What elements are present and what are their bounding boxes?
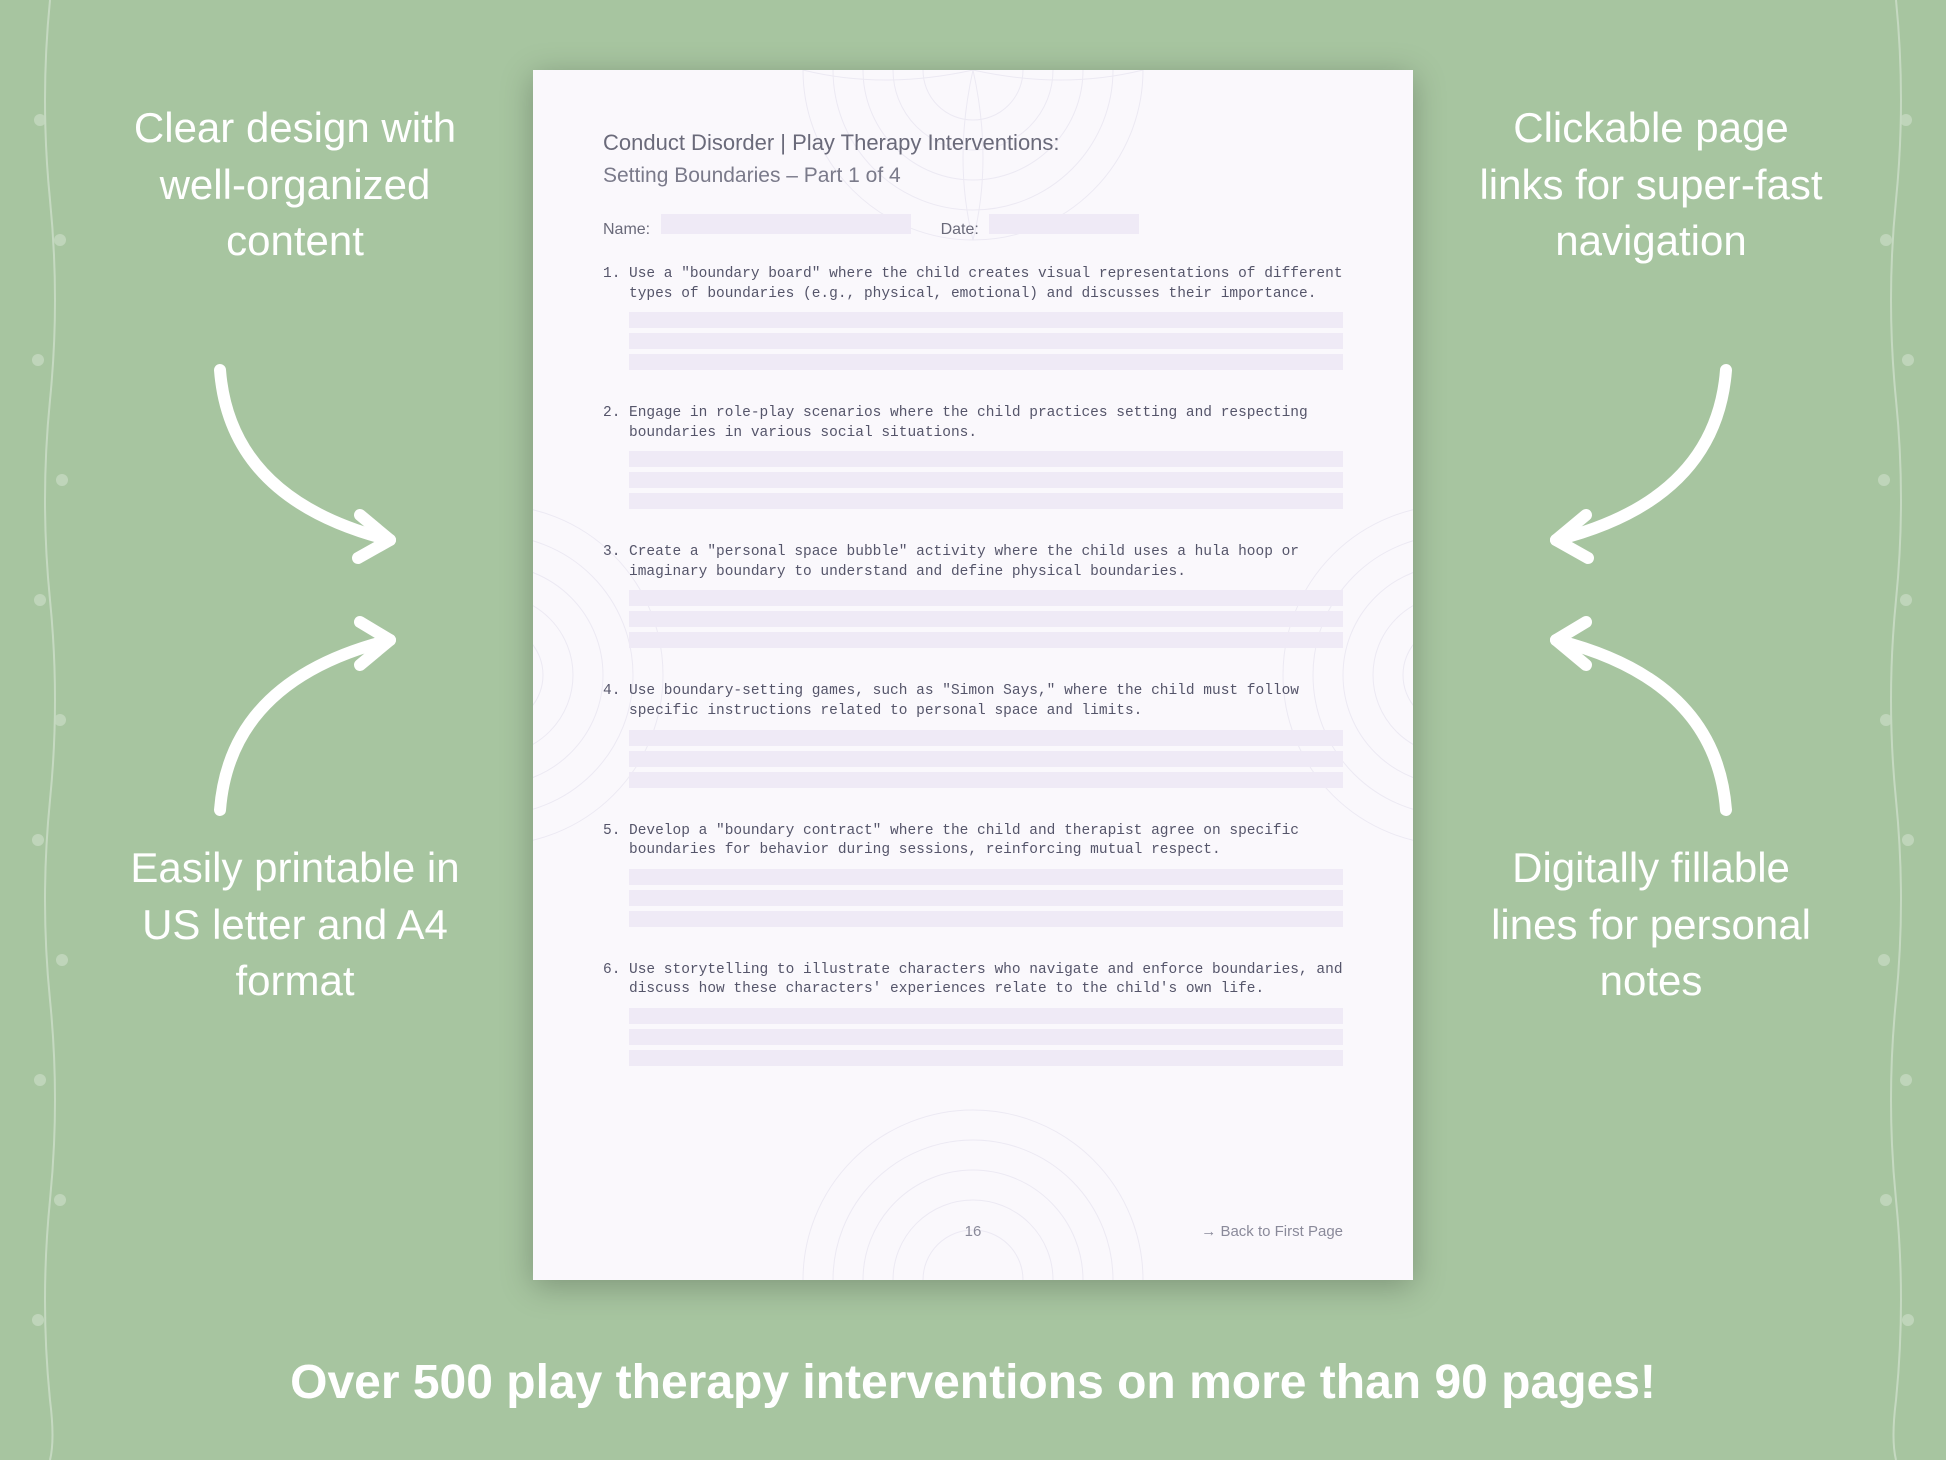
name-label: Name:: [603, 221, 650, 238]
item-2: 2.Engage in role-play scenarios where th…: [603, 404, 1343, 509]
bottom-banner: Over 500 play therapy interventions on m…: [0, 1355, 1946, 1410]
item-number: 3.: [603, 543, 629, 582]
item-4: 4.Use boundary-setting games, such as "S…: [603, 682, 1343, 787]
document-page: Conduct Disorder | Play Therapy Interven…: [533, 70, 1413, 1280]
fillable-lines[interactable]: [629, 730, 1343, 788]
fillable-line[interactable]: [629, 611, 1343, 627]
name-date-row: Name: Date:: [603, 214, 1343, 239]
fillable-lines[interactable]: [629, 312, 1343, 370]
item-text: Engage in role-play scenarios where the …: [629, 404, 1343, 443]
item-5: 5.Develop a "boundary contract" where th…: [603, 822, 1343, 927]
date-label: Date:: [941, 221, 979, 238]
items-list: 1.Use a "boundary board" where the child…: [603, 265, 1343, 1066]
fillable-line[interactable]: [629, 751, 1343, 767]
item-text: Create a "personal space bubble" activit…: [629, 543, 1343, 582]
fillable-line[interactable]: [629, 632, 1343, 648]
vine-decoration-left: [10, 0, 90, 1460]
item-6: 6.Use storytelling to illustrate charact…: [603, 961, 1343, 1066]
fillable-lines[interactable]: [629, 1008, 1343, 1066]
item-text: Develop a "boundary contract" where the …: [629, 822, 1343, 861]
item-text: Use storytelling to illustrate character…: [629, 961, 1343, 1000]
fillable-line[interactable]: [629, 1008, 1343, 1024]
fillable-lines[interactable]: [629, 451, 1343, 509]
fillable-line[interactable]: [629, 730, 1343, 746]
item-1: 1.Use a "boundary board" where the child…: [603, 265, 1343, 370]
date-field[interactable]: [989, 214, 1139, 234]
arrow-top-right: [1496, 340, 1756, 600]
arrow-top-left: [190, 340, 450, 600]
fillable-lines[interactable]: [629, 590, 1343, 648]
item-number: 6.: [603, 961, 629, 1000]
fillable-line[interactable]: [629, 1029, 1343, 1045]
fillable-line[interactable]: [629, 493, 1343, 509]
arrow-bottom-left: [190, 580, 450, 840]
vine-decoration-right: [1856, 0, 1936, 1460]
back-to-first-link[interactable]: → Back to First Page: [1201, 1223, 1343, 1240]
item-number: 2.: [603, 404, 629, 443]
doc-subtitle: Setting Boundaries – Part 1 of 4: [603, 164, 1343, 188]
fillable-line[interactable]: [629, 354, 1343, 370]
page-footer: 16 → Back to First Page: [603, 1223, 1343, 1240]
name-field[interactable]: [661, 214, 911, 234]
callout-top-right: Clickable page links for super-fast navi…: [1471, 100, 1831, 270]
fillable-line[interactable]: [629, 451, 1343, 467]
item-number: 5.: [603, 822, 629, 861]
doc-title: Conduct Disorder | Play Therapy Interven…: [603, 130, 1343, 156]
item-3: 3.Create a "personal space bubble" activ…: [603, 543, 1343, 648]
mandala-bottom: [793, 1100, 1153, 1280]
fillable-line[interactable]: [629, 1050, 1343, 1066]
page-number: 16: [965, 1223, 982, 1240]
fillable-line[interactable]: [629, 312, 1343, 328]
callout-top-left: Clear design with well-organized content: [115, 100, 475, 270]
callout-bottom-left: Easily printable in US letter and A4 for…: [115, 840, 475, 1010]
arrow-bottom-right: [1496, 580, 1756, 840]
fillable-line[interactable]: [629, 911, 1343, 927]
item-text: Use a "boundary board" where the child c…: [629, 265, 1343, 304]
item-text: Use boundary-setting games, such as "Sim…: [629, 682, 1343, 721]
fillable-line[interactable]: [629, 590, 1343, 606]
fillable-line[interactable]: [629, 472, 1343, 488]
fillable-line[interactable]: [629, 772, 1343, 788]
fillable-line[interactable]: [629, 890, 1343, 906]
fillable-line[interactable]: [629, 333, 1343, 349]
fillable-lines[interactable]: [629, 869, 1343, 927]
item-number: 4.: [603, 682, 629, 721]
item-number: 1.: [603, 265, 629, 304]
callout-bottom-right: Digitally fillable lines for personal no…: [1471, 840, 1831, 1010]
fillable-line[interactable]: [629, 869, 1343, 885]
